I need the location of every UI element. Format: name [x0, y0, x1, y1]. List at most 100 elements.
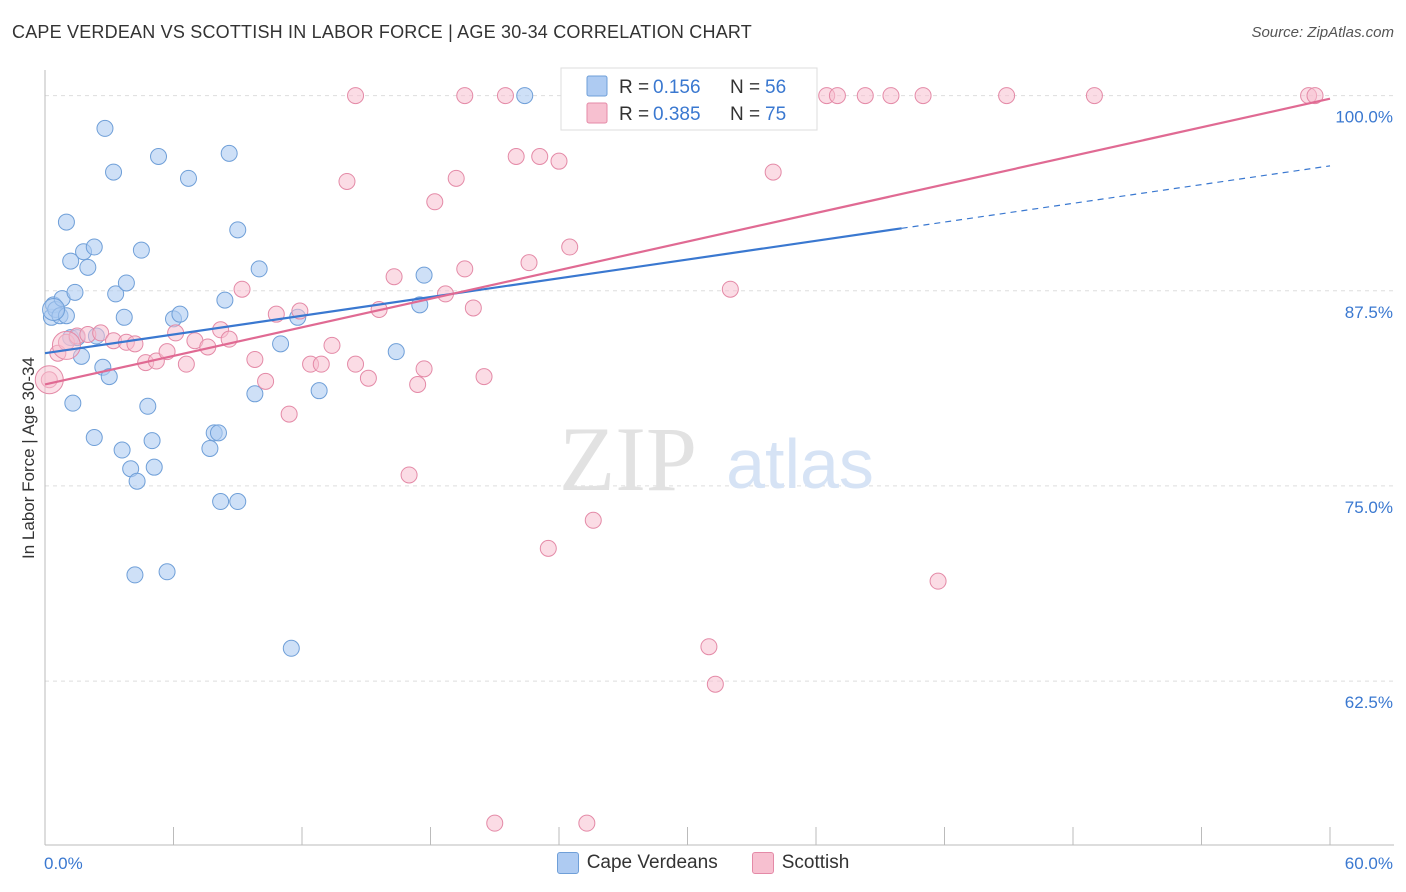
- y-tick-label-0: 62.5%: [1345, 693, 1393, 712]
- cape-verdean-point-19: [105, 163, 123, 181]
- cape-verdean-point-34: [212, 493, 230, 511]
- cape-verdean-point-21: [115, 308, 133, 326]
- scottish-point-29: [359, 369, 377, 387]
- scottish-point-70: [347, 87, 365, 105]
- scottish-point-38: [456, 260, 474, 278]
- source-label: Source: ZipAtlas.com: [1251, 24, 1394, 41]
- legend-r-label-blue: R =: [619, 77, 649, 98]
- cape-verdean-point-17: [96, 119, 114, 137]
- cape-verdean-point-20: [107, 285, 125, 303]
- legend-n-label-blue: N =: [730, 77, 760, 98]
- scottish-point-39: [464, 299, 482, 317]
- scottish-point-41: [486, 814, 504, 832]
- scottish-point-66: [998, 87, 1016, 105]
- scottish-point-62: [856, 87, 874, 105]
- cape-verdean-point-55: [64, 394, 82, 412]
- cape-verdean-point-30: [179, 169, 197, 187]
- cape-verdean-point-39: [246, 385, 264, 403]
- legend-swatch-cape-verdeans: [556, 852, 579, 874]
- scottish-point-46: [539, 539, 557, 557]
- cape-verdean-point-40: [250, 260, 268, 278]
- scottish-point-33: [409, 375, 427, 393]
- scottish-point-25: [312, 355, 330, 373]
- legend-swatch-scottish: [751, 852, 774, 874]
- top-legend: R = 0.156 N = 56 R = 0.385 N = 75: [560, 67, 818, 131]
- scottish-point-20: [257, 372, 275, 390]
- y-axis-label: In Labor Force | Age 30-34: [19, 357, 38, 559]
- trend-line-cape-verdeans: [44, 227, 902, 355]
- scottish-point-51: [578, 814, 596, 832]
- scottish-point-13: [177, 355, 195, 373]
- scottish-cluster-0: [34, 365, 64, 395]
- cape-verdean-point-23: [132, 241, 150, 259]
- x-tick-label-0: 0.0%: [44, 854, 83, 873]
- cape-verdean-point-36: [220, 144, 238, 162]
- x-tick-label-1: 60.0%: [1345, 854, 1393, 873]
- legend-r-value-blue: 0.156: [653, 77, 701, 98]
- cape-verdean-point-22: [117, 274, 135, 292]
- cape-verdean-cluster-0: [42, 298, 66, 321]
- scottish-point-64: [914, 87, 932, 105]
- cape-verdean-point-24: [139, 397, 157, 415]
- scottish-point-55: [700, 638, 718, 656]
- scottish-point-59: [764, 163, 782, 181]
- cape-verdean-point-54: [158, 563, 176, 581]
- bottom-legend: Cape Verdeans Scottish: [0, 852, 1406, 874]
- legend-label-scottish: Scottish: [781, 852, 850, 873]
- cape-verdean-point-44: [310, 382, 328, 400]
- cape-verdean-point-37: [229, 221, 247, 239]
- legend-swatch-blue: [586, 75, 608, 97]
- legend-item-scottish[interactable]: Scottish: [751, 852, 850, 874]
- scottish-point-18: [233, 280, 251, 298]
- cape-verdean-point-27: [150, 148, 168, 165]
- scottish-point-40: [475, 368, 493, 386]
- trend-lines: [44, 97, 1331, 386]
- cape-verdean-point-18: [100, 368, 118, 386]
- scottish-point-37: [447, 169, 465, 187]
- legend-r-value-pink: 0.385: [653, 104, 701, 125]
- cape-verdean-point-29: [171, 305, 189, 323]
- cape-verdean-point-14: [85, 238, 103, 256]
- cape-verdean-point-42: [282, 639, 300, 657]
- cape-verdean-point-38: [229, 493, 247, 511]
- watermark-zip: ZIP: [559, 408, 697, 510]
- y-tick-label-2: 87.5%: [1345, 303, 1393, 322]
- scottish-point-32: [400, 466, 418, 484]
- scottish-point-56: [706, 675, 724, 693]
- scottish-point-65: [929, 572, 947, 590]
- scottish-point-34: [415, 360, 433, 378]
- watermark-atlas: atlas: [726, 425, 874, 503]
- trend-line-scottish: [44, 97, 1331, 386]
- cape-verdean-point-49: [85, 429, 103, 447]
- cape-verdean-point-33: [209, 424, 227, 442]
- scottish-point-67: [1085, 87, 1103, 105]
- scottish-point-42: [496, 87, 514, 105]
- scottish-point-45: [531, 148, 549, 165]
- legend-n-value-pink: 75: [765, 104, 786, 125]
- scottish-point-43: [507, 148, 525, 165]
- legend-label-cape-verdeans: Cape Verdeans: [586, 852, 718, 873]
- cape-verdean-point-7: [57, 213, 75, 231]
- cape-verdean-point-25: [143, 432, 161, 450]
- cape-verdean-point-41: [272, 335, 290, 353]
- cape-verdean-point-45: [387, 343, 405, 361]
- cape-verdean-point-8: [62, 252, 80, 270]
- legend-swatch-pink: [586, 102, 608, 124]
- cape-verdean-point-52: [128, 472, 146, 490]
- scottish-point-48: [561, 238, 579, 256]
- legend-item-cape-verdeans[interactable]: Cape Verdeans: [556, 852, 718, 874]
- scottish-point-61: [828, 87, 846, 105]
- tick-labels: 62.5% 75.0% 87.5% 100.0% 0.0% 60.0%: [44, 108, 1393, 873]
- cape-verdean-point-47: [415, 266, 433, 284]
- scottish-point-28: [347, 355, 365, 373]
- scottish-point-27: [338, 172, 356, 190]
- cape-verdean-point-50: [113, 441, 131, 459]
- trend-line-cape-verdeans-extension: [901, 165, 1331, 229]
- scottish-point-26: [323, 336, 341, 354]
- cape-verdean-point-13: [79, 258, 97, 276]
- y-tick-label-3: 100.0%: [1335, 108, 1393, 127]
- scottish-point-63: [882, 87, 900, 105]
- scottish-point-57: [721, 280, 739, 298]
- legend-n-label-pink: N =: [730, 104, 760, 125]
